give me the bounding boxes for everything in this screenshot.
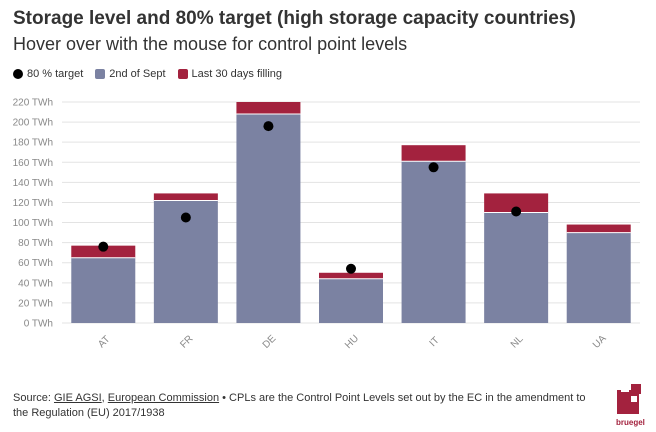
y-tick-label: 60 TWh (18, 258, 53, 269)
bar-filling-it[interactable] (401, 145, 466, 162)
source-separator: , (101, 392, 105, 404)
x-tick-label: HU (343, 333, 361, 351)
legend-item-sept[interactable]: 2nd of Sept (95, 68, 166, 80)
y-tick-label: 200 TWh (13, 118, 53, 129)
y-tick-label: 180 TWh (13, 138, 53, 149)
chart-subtitle: Hover over with the mouse for control po… (13, 34, 408, 54)
footer-note: Source: GIE AGSI, European Commission • … (13, 391, 603, 421)
source-link-gie[interactable]: GIE AGSI (53, 392, 102, 404)
logo-text: bruegel (616, 418, 645, 427)
target-dot-hu[interactable] (346, 263, 356, 274)
x-tick-label: IT (428, 335, 442, 349)
legend-filling-swatch (177, 69, 188, 79)
target-dot-de[interactable] (263, 121, 274, 132)
x-tick-label: UA (591, 333, 609, 351)
y-tick-label: 20 TWh (18, 298, 53, 309)
y-tick-label: 140 TWh (13, 178, 53, 189)
legend-item-target[interactable]: 80 % target (13, 68, 83, 80)
target-dot-it[interactable] (428, 162, 439, 173)
y-tick-label: 80 TWh (18, 238, 53, 249)
bar-sept-nl[interactable] (484, 212, 549, 324)
source-prefix: Source: (13, 392, 51, 404)
bar-filling-nl[interactable] (484, 193, 549, 213)
target-dot-at[interactable] (98, 241, 109, 252)
y-tick-label: 40 TWh (18, 278, 53, 289)
bar-filling-hu[interactable] (319, 272, 383, 279)
y-tick-label: 220 TWh (13, 98, 53, 109)
x-tick-label: FR (178, 333, 195, 350)
source-link-ec[interactable]: European Commission (107, 392, 220, 404)
y-tick-label: 0 TWh (24, 319, 53, 330)
bar-filling-fr[interactable] (153, 193, 218, 201)
bar-filling-de[interactable] (236, 102, 301, 115)
bar-sept-at[interactable] (71, 257, 136, 323)
bar-sept-ua[interactable] (566, 232, 631, 323)
bruegel-logo-icon[interactable] (617, 384, 645, 416)
legend-target-label: 80 % target (27, 68, 84, 80)
legend-sept-swatch (95, 69, 106, 79)
bar-sept-it[interactable] (401, 161, 466, 323)
y-tick-label: 120 TWh (13, 198, 53, 209)
legend: 80 % target 2nd of Sept Last 30 days fil… (13, 68, 282, 80)
chart-plot: 0 TWh 20 TWh 40 TWh 60 TWh 80 TWh 100 TWh 120 … (13, 98, 640, 351)
bar-sept-hu[interactable] (319, 278, 383, 323)
target-dot-nl[interactable] (511, 206, 522, 217)
legend-item-filling[interactable]: Last 30 days filling (177, 68, 283, 80)
bar-sept-de[interactable] (236, 114, 301, 324)
bar-filling-ua[interactable] (566, 224, 631, 233)
target-dot-fr[interactable] (180, 212, 191, 223)
y-tick-label: 160 TWh (13, 158, 53, 169)
x-tick-label: NL (509, 333, 526, 350)
y-tick-label: 100 TWh (13, 218, 53, 229)
x-tick-label: DE (261, 333, 279, 351)
legend-filling-label: Last 30 days filling (191, 68, 283, 80)
footer-note-text: • CPLs are the Control Point Levels set … (13, 392, 586, 419)
legend-sept-label: 2nd of Sept (109, 68, 166, 80)
bar-filling-at[interactable] (71, 245, 136, 258)
legend-target-swatch (13, 69, 23, 79)
x-tick-label: AT (96, 334, 112, 350)
chart-title: Storage level and 80% target (high stora… (13, 8, 576, 29)
